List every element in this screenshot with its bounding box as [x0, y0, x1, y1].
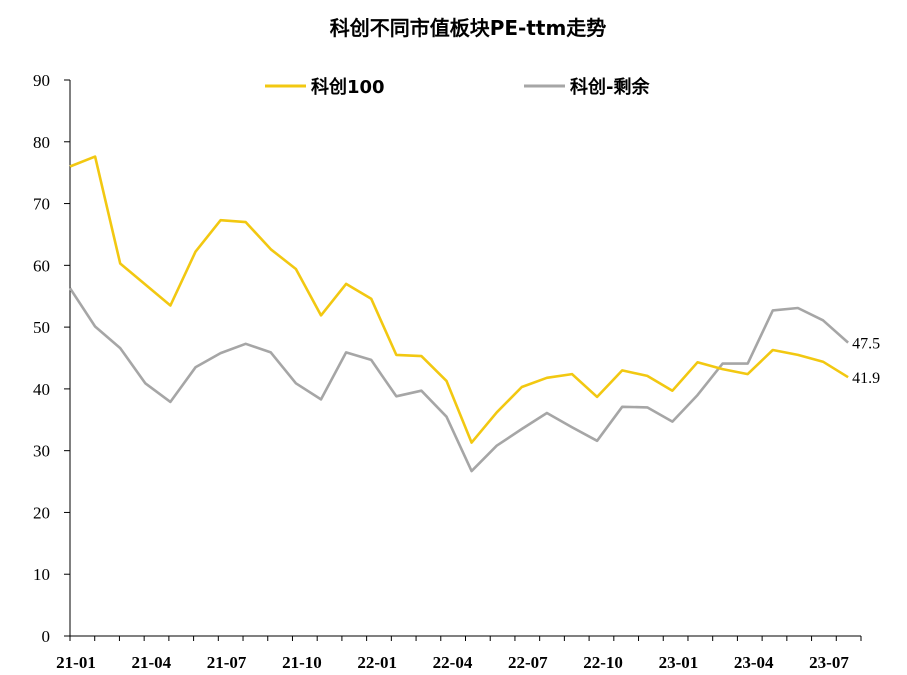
y-tick-label: 30	[33, 442, 50, 461]
x-tick-label: 21-01	[56, 653, 96, 672]
x-tick-label: 21-07	[207, 653, 247, 672]
y-tick-label: 60	[33, 256, 50, 275]
y-tick-label: 70	[33, 195, 50, 214]
y-tick-label: 20	[33, 503, 50, 522]
series-line-kechuang-remaining	[68, 287, 849, 473]
legend-label-kechuang100: 科创100	[311, 76, 385, 98]
y-tick-label: 80	[33, 133, 50, 152]
legend: 科创100 科创-剩余	[265, 76, 650, 98]
x-tick-label: 23-01	[659, 653, 699, 672]
x-tick-label: 22-07	[508, 653, 548, 672]
y-tick-label: 40	[33, 380, 50, 399]
x-tick-label: 21-10	[282, 653, 322, 672]
axes	[69, 80, 861, 637]
y-tick-label: 50	[33, 318, 50, 337]
x-axis-ticks: 21-01 21-04 21-07 21-10 22-01 22-04 22-07 22-10…	[56, 636, 862, 672]
end-label-kechuang-remaining: 47.5	[852, 336, 880, 353]
y-axis-ticks: 0 10 20 30 40 50 60 70 80 90	[33, 71, 70, 646]
x-tick-label: 21-04	[131, 653, 171, 672]
end-labels: 41.9 47.5	[852, 336, 880, 388]
series-layer	[68, 155, 849, 473]
x-tick-label: 22-10	[583, 653, 623, 672]
series-line-kechuang100	[69, 155, 849, 444]
y-tick-label: 90	[33, 71, 50, 90]
x-tick-label: 22-01	[357, 653, 397, 672]
y-tick-label: 0	[42, 627, 51, 646]
legend-label-kechuang-remaining: 科创-剩余	[570, 76, 650, 98]
end-label-kechuang100: 41.9	[852, 370, 880, 387]
chart-title: 科创不同市值板块PE-ttm走势	[330, 16, 607, 40]
x-tick-label: 22-04	[433, 653, 473, 672]
y-tick-label: 10	[33, 565, 50, 584]
x-tick-label: 23-04	[734, 653, 774, 672]
x-tick-label: 23-07	[809, 653, 849, 672]
